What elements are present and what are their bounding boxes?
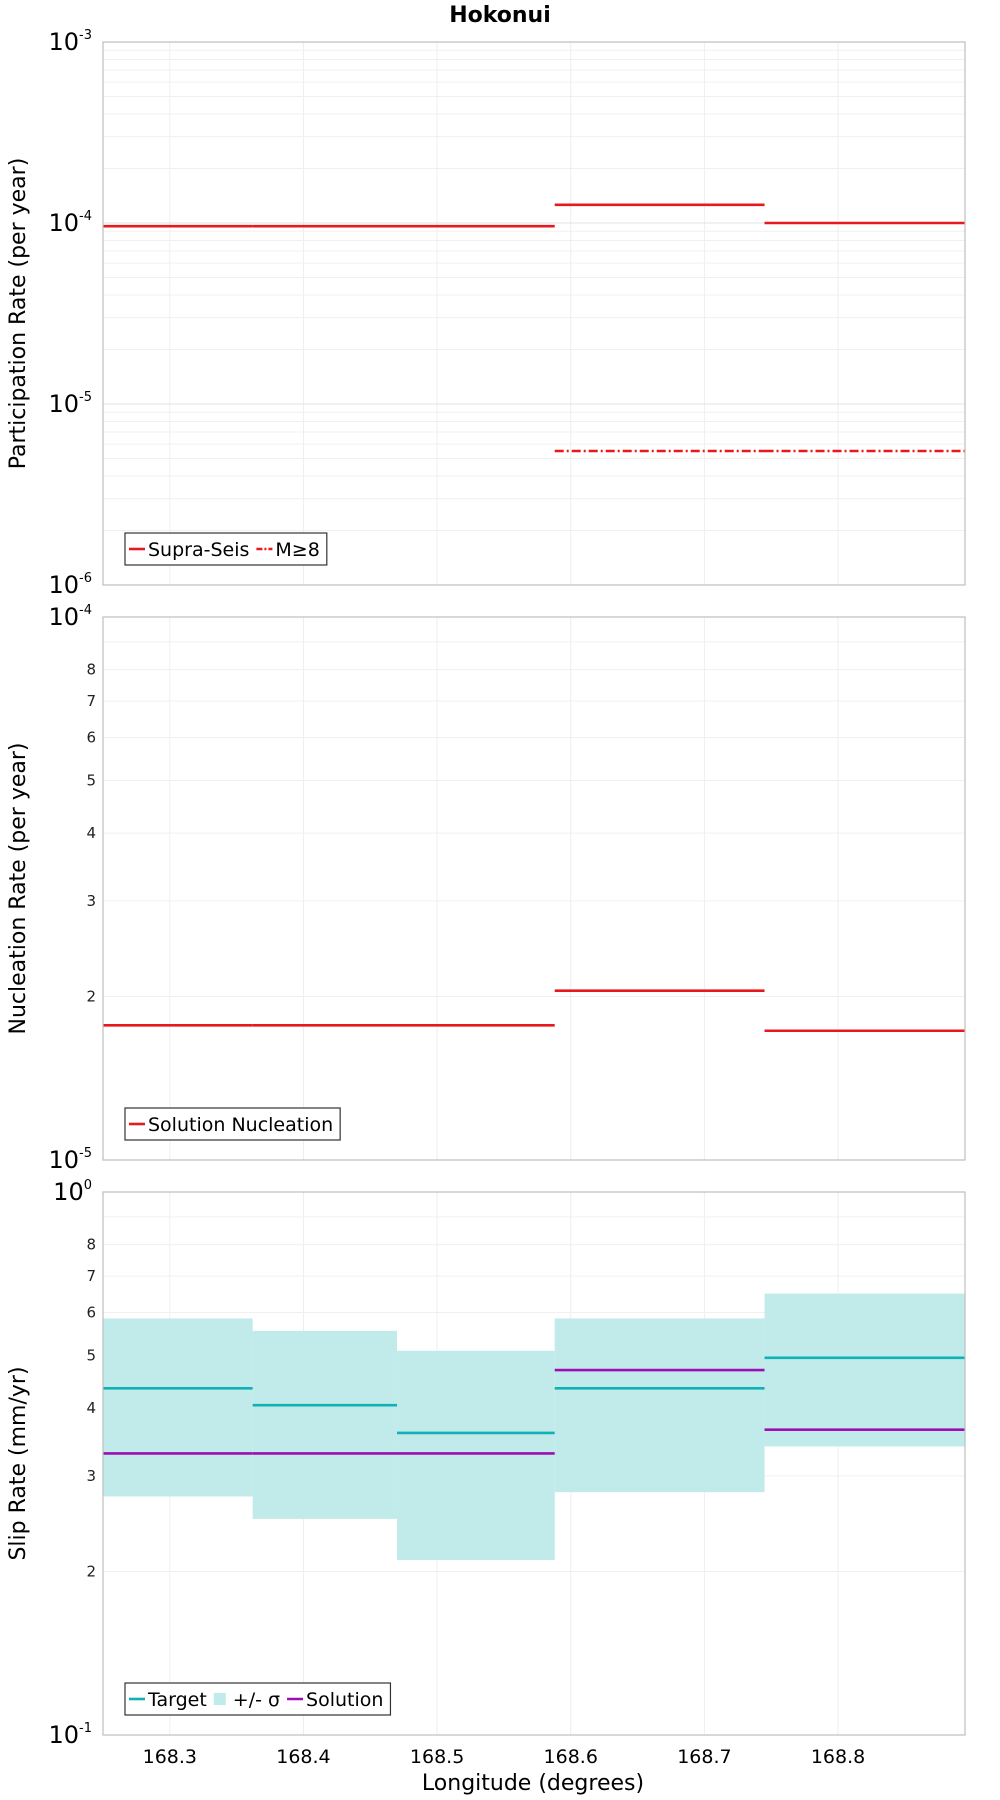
legend-label: Solution — [306, 1689, 383, 1711]
legend-frame — [124, 1107, 341, 1141]
y-axis-label: Participation Rate (per year) — [6, 158, 31, 470]
y-minor-tick-label: 2 — [86, 988, 96, 1006]
legend: Solution Nucleation — [124, 1107, 341, 1141]
y-tick-base: 10 — [53, 1178, 84, 1206]
band-segment — [252, 1330, 398, 1519]
y-tick-label: 100 — [53, 1178, 92, 1206]
legend-label: Supra-Seis — [148, 539, 249, 561]
legend-label: M≥8 — [275, 539, 319, 561]
x-tick-label: 168.4 — [276, 1746, 330, 1768]
x-axis-label: Longitude (degrees) — [422, 1771, 644, 1796]
y-tick-exponent: -3 — [79, 28, 92, 43]
y-axis-label: Nucleation Rate (per year) — [6, 743, 31, 1035]
y-tick-exponent: -6 — [79, 571, 92, 586]
x-tick-label: 168.6 — [544, 1746, 598, 1768]
y-tick-label: 10-3 — [48, 28, 92, 56]
y-minor-tick-label: 8 — [86, 661, 96, 679]
y-minor-tick-label: 7 — [86, 1267, 96, 1285]
y-tick-base: 10 — [48, 28, 79, 56]
band-segment — [103, 1318, 253, 1497]
y-tick-exponent: 0 — [84, 1178, 92, 1193]
band-segment — [397, 1350, 555, 1561]
series-solution — [103, 1368, 965, 1455]
plot-area — [103, 617, 965, 1160]
y-tick-exponent: -5 — [79, 1146, 92, 1161]
y-tick-label: 10-6 — [48, 571, 92, 599]
legend-label: +/- σ — [233, 1689, 280, 1711]
y-tick-exponent: -4 — [79, 209, 92, 224]
y-tick-label: 10-4 — [48, 603, 92, 631]
y-tick-exponent: -5 — [79, 390, 92, 405]
plot-area — [103, 42, 965, 585]
y-tick-label: 10-4 — [48, 209, 92, 237]
x-tick-label: 168.5 — [410, 1746, 464, 1768]
y-tick-base: 10 — [48, 1146, 79, 1174]
plot-frame — [102, 1191, 966, 1736]
legend: Supra-Seis M≥8 — [124, 532, 328, 566]
chart-title: Hokonui — [449, 3, 551, 28]
x-tick-label: 168.7 — [677, 1746, 731, 1768]
x-tick-label: 168.8 — [811, 1746, 865, 1768]
y-tick-base: 10 — [48, 209, 79, 237]
plot-frame — [102, 41, 966, 586]
y-minor-tick-label: 4 — [86, 824, 96, 842]
series-solution-nucleation — [103, 989, 965, 1033]
y-minor-tick-label: 4 — [86, 1399, 96, 1417]
legend-frame — [124, 1682, 392, 1716]
series-target — [103, 1356, 965, 1435]
y-tick-label: 10-1 — [48, 1721, 92, 1749]
y-tick-base: 10 — [48, 1721, 79, 1749]
band-segment — [554, 1318, 765, 1493]
legend-frame — [124, 532, 328, 566]
band-segment — [764, 1293, 965, 1447]
y-tick-base: 10 — [48, 571, 79, 599]
y-tick-exponent: -4 — [79, 603, 92, 618]
legend: Target +/- σ Solution — [124, 1682, 392, 1716]
y-tick-label: 10-5 — [48, 390, 92, 418]
y-minor-tick-label: 8 — [86, 1236, 96, 1254]
band-sigma — [103, 1293, 965, 1561]
y-minor-tick-label: 2 — [86, 1563, 96, 1581]
legend-label: Solution Nucleation — [148, 1114, 333, 1136]
y-minor-tick-label: 3 — [86, 1467, 96, 1485]
plot-frame — [102, 616, 966, 1161]
y-minor-tick-label: 7 — [86, 692, 96, 710]
x-tick-label: 168.3 — [143, 1746, 197, 1768]
y-axis-label: Slip Rate (mm/yr) — [6, 1366, 31, 1560]
gridlines — [103, 41, 965, 586]
y-minor-tick-label: 6 — [86, 728, 96, 746]
y-minor-tick-label: 5 — [86, 1346, 96, 1364]
y-minor-tick-label: 5 — [86, 771, 96, 789]
y-minor-tick-label: 6 — [86, 1303, 96, 1321]
y-tick-base: 10 — [48, 603, 79, 631]
y-tick-label: 10-5 — [48, 1146, 92, 1174]
series-supra-seis — [103, 203, 965, 228]
y-tick-base: 10 — [48, 390, 79, 418]
y-tick-exponent: -1 — [79, 1721, 92, 1736]
legend-swatch-patch — [213, 1693, 226, 1705]
y-minor-tick-label: 3 — [86, 892, 96, 910]
legend-label: Target — [147, 1689, 207, 1711]
